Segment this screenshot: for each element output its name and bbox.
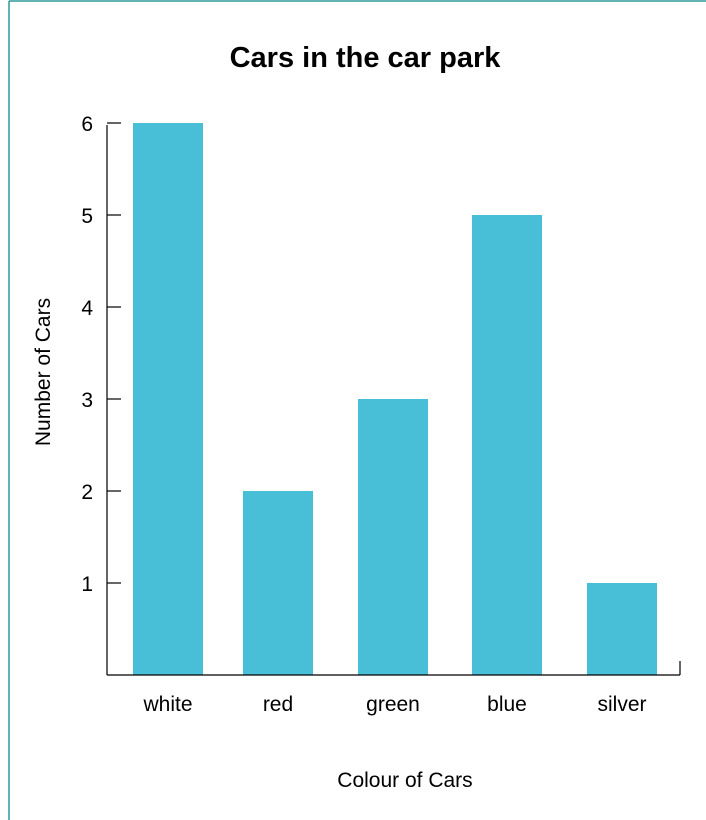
- x-tick-label: blue: [487, 693, 527, 716]
- y-ticks-group: 1 2 3 4 5 6: [81, 113, 121, 596]
- y-tick-label: 6: [81, 113, 93, 136]
- x-tick-labels-group: white red green blue silver: [142, 693, 646, 716]
- bar-blue: [472, 215, 542, 675]
- y-tick-label: 4: [81, 297, 93, 320]
- bar-red: [243, 491, 313, 675]
- y-tick-label: 3: [81, 389, 93, 412]
- bar-white: [133, 123, 203, 675]
- bar-green: [358, 399, 428, 675]
- chart-title: Cars in the car park: [230, 42, 502, 74]
- y-tick-label: 5: [81, 205, 93, 228]
- x-tick-label: red: [263, 693, 293, 716]
- x-tick-label: green: [366, 693, 420, 716]
- x-tick-label: silver: [597, 693, 646, 716]
- y-tick-label: 2: [81, 481, 93, 504]
- bars-group: [133, 123, 657, 675]
- x-tick-label: white: [142, 693, 192, 716]
- y-axis-label: Number of Cars: [32, 298, 55, 446]
- x-axis-label: Colour of Cars: [337, 769, 472, 792]
- y-tick-label: 1: [81, 573, 93, 596]
- bar-silver: [587, 583, 657, 675]
